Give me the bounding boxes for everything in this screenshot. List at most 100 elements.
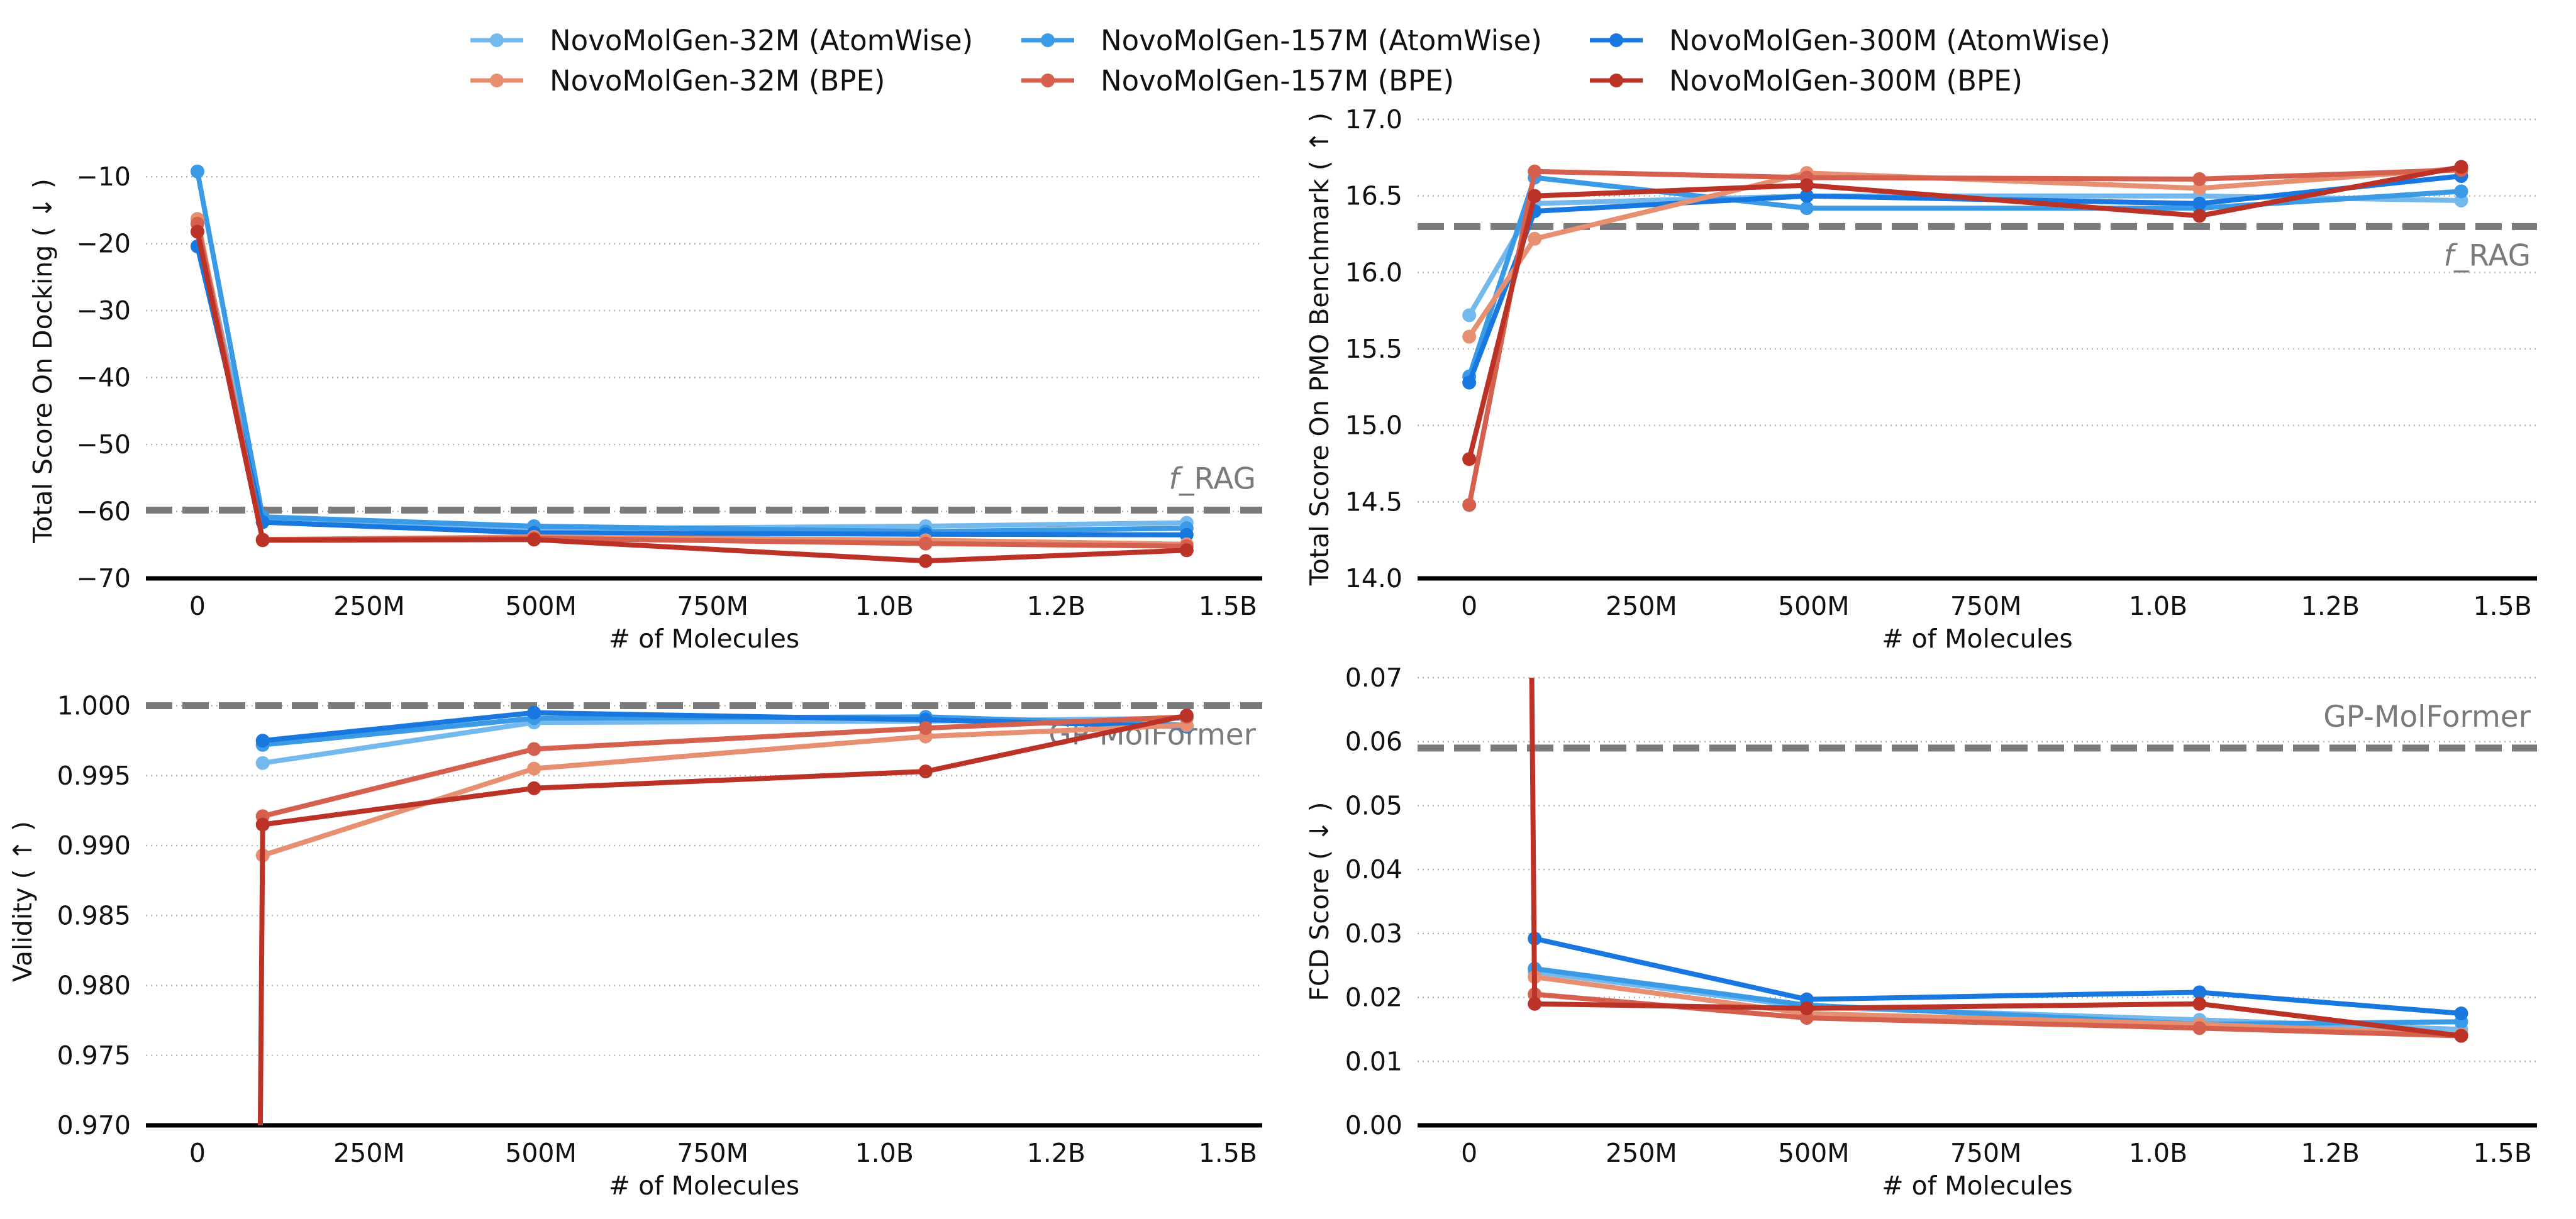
x-tick-label: 1.5B [1199, 591, 1257, 621]
legend-label: NovoMolGen-300M (AtomWise) [1669, 24, 2111, 57]
data-point [919, 721, 933, 735]
x-tick-label: 0 [1461, 1138, 1477, 1168]
data-point [1180, 709, 1194, 722]
series-line [197, 224, 1187, 529]
grid [146, 177, 1262, 511]
y-tick-label: 0.03 [1345, 918, 1402, 949]
x-tick-label: 250M [333, 591, 405, 621]
series-novomolgen-157m-atomwise [191, 165, 1194, 539]
y-tick-label: 0.970 [57, 1110, 131, 1140]
series-line [197, 224, 1187, 546]
x-tick-label: 1.0B [2129, 591, 2187, 621]
y-axis-label: Total Score On Docking ( ↓ ) [28, 179, 58, 544]
x-tick-label: 750M [1950, 1138, 2022, 1168]
data-point [2192, 997, 2206, 1011]
fcd-score-chart: GP-MolFormer 0 250M 500M 750M 1.0B 1.2B 1.5B 0.0… [1304, 614, 2537, 1201]
data-point [2455, 160, 2468, 174]
y-tick-label: 0.05 [1345, 790, 1402, 820]
y-tick-label: 0.04 [1345, 854, 1402, 885]
y-tick-label: 14.0 [1345, 563, 1402, 593]
series-novomolgen-300m-bpe [191, 225, 1194, 568]
x-tick-label: 1.2B [1027, 591, 1085, 621]
x-tick-label: 500M [505, 591, 577, 621]
data-point [256, 818, 270, 832]
x-axis-label: # of Molecules [609, 624, 800, 654]
y-tick-label: −70 [76, 563, 131, 593]
x-tick-label: 250M [1606, 591, 1677, 621]
data-point [919, 764, 933, 778]
legend-marker [490, 33, 504, 47]
legend-label: NovoMolGen-157M (BPE) [1101, 64, 1454, 97]
reference-label: f_RAG [2443, 238, 2531, 273]
y-tick-label: 0.07 [1345, 663, 1402, 693]
x-tick-label: 1.2B [2301, 591, 2360, 621]
legend-marker [1609, 74, 1623, 87]
y-tick-label: −10 [76, 162, 131, 192]
pmo-benchmark-chart: f_RAG0 250M 500M 750M 1.0B 1.2B 1.5B14.014.515… [1304, 104, 2537, 654]
x-axis-label: # of Molecules [1882, 624, 2073, 654]
series-line [197, 246, 1187, 535]
legend-item-novomolgen-300m-bpe: NovoMolGen-300M (BPE) [1590, 64, 2023, 97]
legend-marker [1609, 33, 1623, 47]
data-point [1462, 330, 1476, 344]
legend-item-novomolgen-32m-bpe: NovoMolGen-32M (BPE) [470, 64, 885, 97]
data-point [1528, 997, 1541, 1011]
y-tick-label: 0.01 [1345, 1046, 1402, 1076]
series-novomolgen-32m-atomwise [191, 217, 1194, 536]
figure: NovoMolGen-32M (AtomWise) NovoMolGen-157M… [0, 0, 2576, 1219]
x-tick-label: 1.0B [2129, 1138, 2187, 1168]
x-tick-label: 0 [189, 591, 206, 621]
reference-label: GP-MolFormer [2323, 700, 2531, 734]
data-point [919, 537, 933, 551]
series-group [1528, 614, 2468, 1042]
legend-label: NovoMolGen-157M (AtomWise) [1101, 24, 1542, 57]
y-tick-label: 15.0 [1345, 411, 1402, 441]
series-line [1535, 939, 2461, 1013]
data-point [2192, 209, 2206, 223]
series-line [1469, 167, 2461, 459]
data-point [919, 554, 933, 568]
x-tick-label: 250M [333, 1138, 405, 1168]
data-point [256, 756, 270, 770]
y-tick-label: 16.5 [1345, 181, 1402, 211]
x-tick-label: 500M [1778, 1138, 1850, 1168]
series-line [197, 172, 1187, 532]
reference-label-text: GP-MolFormer [2323, 700, 2531, 734]
data-point [1180, 543, 1194, 557]
y-tick-label: 0.06 [1345, 727, 1402, 757]
x-tick-label: 0 [189, 1138, 206, 1168]
y-tick-label: −40 [76, 363, 131, 393]
data-point [256, 734, 270, 747]
y-tick-labels: 14.0 14.5 15.0 15.5 16.0 16.5 17.0 [1345, 104, 1402, 593]
legend-label: NovoMolGen-32M (BPE) [550, 64, 885, 97]
y-axis-label: Total Score On PMO Benchmark ( ↑ ) [1304, 113, 1335, 586]
data-point [1462, 376, 1476, 390]
reference-label: f_RAG [1169, 461, 1256, 496]
x-tick-label: 1.2B [1027, 1138, 1085, 1168]
y-tick-label: 0.00 [1345, 1110, 1402, 1140]
data-point [1462, 308, 1476, 322]
y-axis-label: Validity ( ↑ ) [8, 821, 38, 982]
x-tick-label: 1.5B [2473, 1138, 2532, 1168]
x-tick-label: 750M [1950, 591, 2022, 621]
data-point [2455, 1029, 2468, 1043]
x-tick-label: 500M [1778, 591, 1850, 621]
data-point [1528, 165, 1541, 179]
x-tick-label: 1.0B [855, 591, 914, 621]
legend: NovoMolGen-32M (AtomWise) NovoMolGen-157M… [470, 24, 2111, 97]
data-point [191, 165, 204, 179]
y-tick-label: 0.980 [57, 971, 131, 1001]
x-tick-label: 1.0B [855, 1138, 914, 1168]
x-tick-labels: 0 250M 500M 750M 1.0B 1.2B 1.5B [189, 591, 1257, 621]
y-tick-label: 0.995 [57, 761, 131, 791]
y-axis-label: FCD Score ( ↓ ) [1304, 802, 1335, 1001]
y-tick-label: 14.5 [1345, 487, 1402, 517]
series-novomolgen-157m-bpe [191, 217, 1194, 553]
legend-label: NovoMolGen-300M (BPE) [1669, 64, 2023, 97]
data-point [527, 762, 541, 776]
y-tick-labels: 0.970 0.975 0.980 0.985 0.990 0.995 1.000 [57, 691, 131, 1141]
y-tick-label: −20 [76, 229, 131, 259]
data-point [2192, 1021, 2206, 1035]
